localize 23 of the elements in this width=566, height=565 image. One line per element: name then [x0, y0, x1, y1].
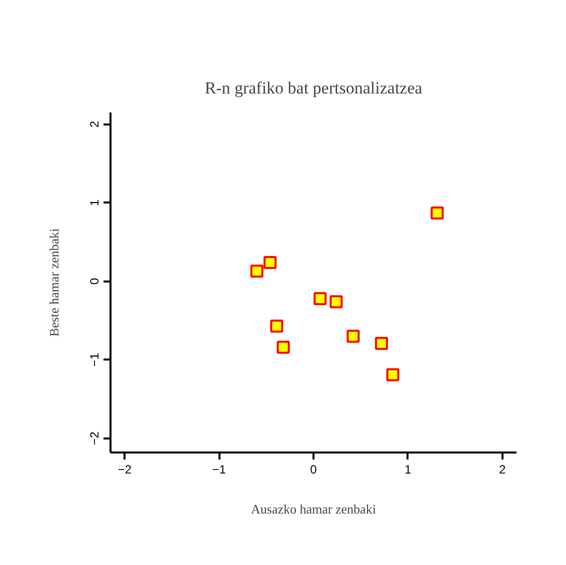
- x-tick-label: 2: [499, 462, 506, 476]
- y-axis-title: Beste hamar zenbaki: [46, 228, 62, 337]
- x-tick-label: 0: [310, 462, 318, 476]
- y-tick-label: 2: [88, 120, 102, 128]
- chart-title: R-n grafiko bat pertsonalizatzea: [204, 78, 423, 98]
- x-axis-title: Ausazko hamar zenbaki: [251, 502, 376, 516]
- point: [270, 320, 284, 333]
- point: [430, 206, 444, 220]
- point: [264, 256, 277, 269]
- point: [314, 292, 327, 306]
- y-tick-label: −1: [88, 352, 102, 367]
- y-tick-label: 1: [88, 199, 102, 206]
- point: [330, 295, 343, 308]
- point: [386, 368, 400, 382]
- x-tick-label: 1: [404, 462, 412, 476]
- point: [276, 340, 290, 354]
- x-tick-label: −2: [118, 462, 132, 476]
- point: [250, 264, 264, 278]
- point: [346, 330, 360, 343]
- y-tick-label: −2: [88, 431, 102, 446]
- point: [374, 336, 388, 350]
- x-tick-label: −1: [212, 462, 226, 476]
- y-tick-label: 0: [88, 278, 102, 285]
